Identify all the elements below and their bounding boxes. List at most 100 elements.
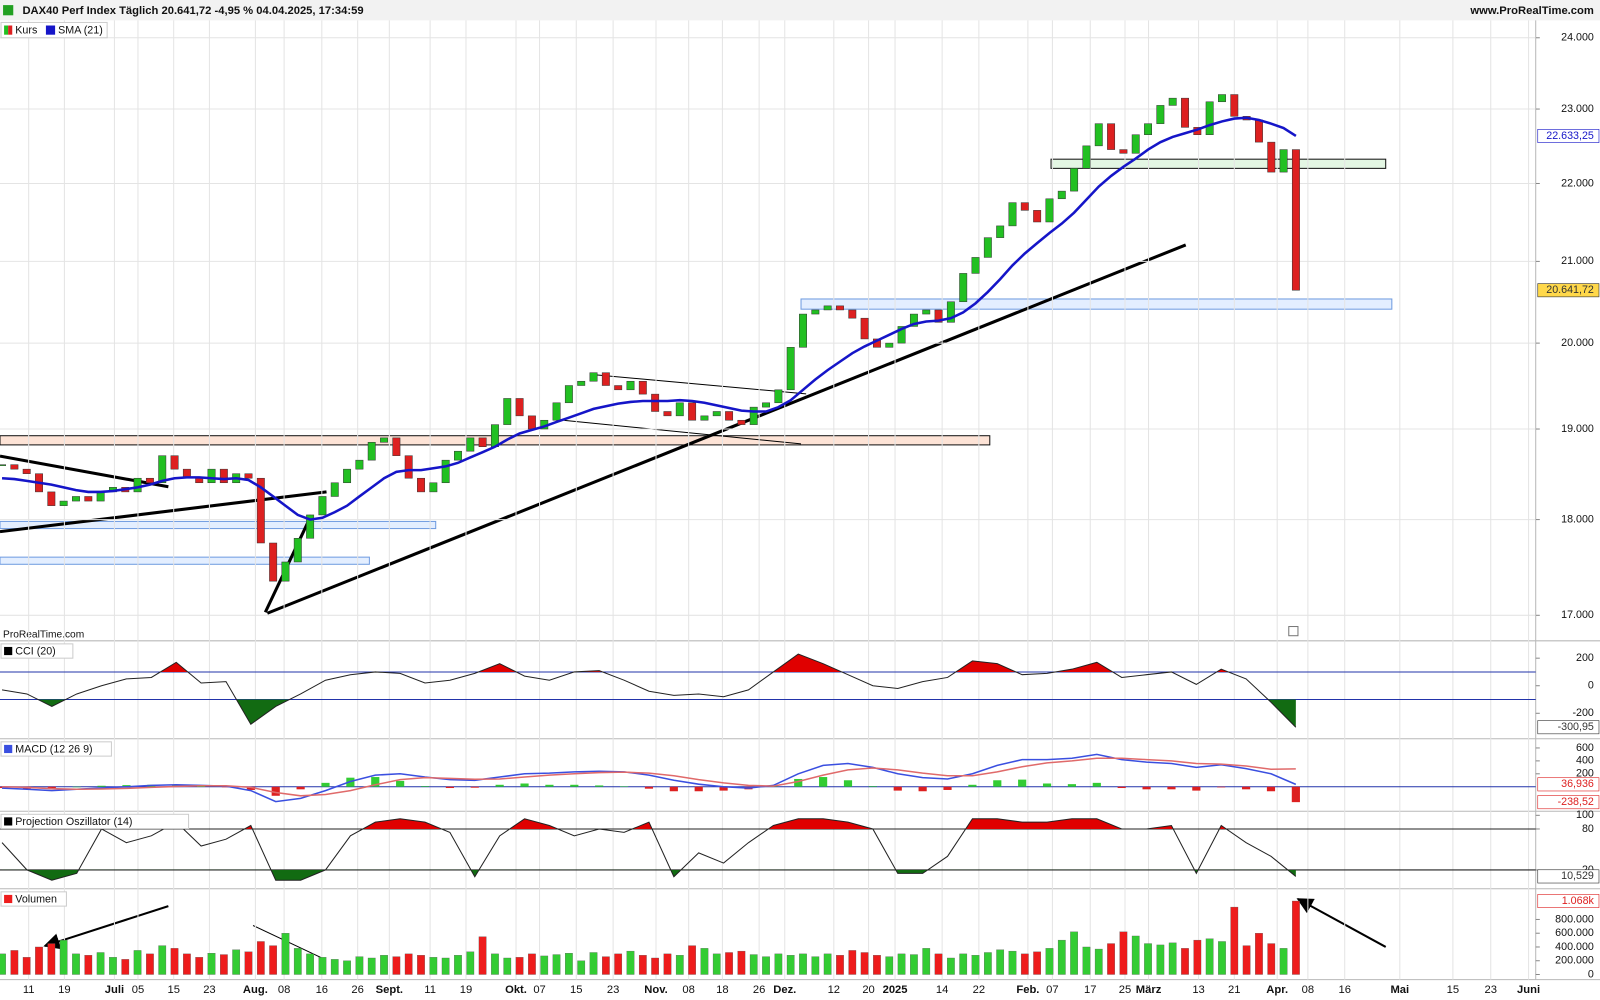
histogram-bar bbox=[271, 786, 280, 796]
candle bbox=[1033, 210, 1042, 223]
volume-arrow bbox=[1296, 898, 1387, 948]
legend-swatch bbox=[4, 894, 13, 904]
volume-bar bbox=[183, 953, 191, 975]
candle bbox=[417, 477, 425, 493]
candle bbox=[1057, 190, 1066, 200]
candle bbox=[725, 411, 734, 421]
histogram-bar bbox=[1242, 786, 1251, 790]
candle bbox=[1045, 198, 1054, 223]
volume-bar bbox=[0, 953, 6, 975]
volume-bar bbox=[922, 948, 931, 975]
y-tick-label: 100 bbox=[1576, 809, 1594, 821]
volume-bar bbox=[367, 957, 376, 975]
candle bbox=[971, 257, 980, 274]
candle bbox=[848, 309, 857, 319]
x-tick-label: 26 bbox=[753, 984, 765, 996]
histogram-bar bbox=[819, 777, 828, 787]
y-tick-label: 21.000 bbox=[1561, 255, 1594, 267]
histogram-bar bbox=[893, 786, 902, 791]
y-tick-label: -200 bbox=[1572, 707, 1593, 719]
histogram-bar bbox=[570, 784, 579, 787]
candle bbox=[577, 380, 586, 386]
x-tick-label: 22 bbox=[973, 984, 985, 996]
last-value-label: -300,95 bbox=[1558, 721, 1594, 733]
volume-bar bbox=[404, 953, 413, 975]
histogram-bar bbox=[1192, 786, 1201, 791]
volume-bar bbox=[429, 957, 438, 975]
candle bbox=[72, 496, 80, 502]
x-tick-label: Juli bbox=[105, 984, 124, 996]
volume-bar bbox=[786, 955, 795, 975]
volume-bar bbox=[1008, 950, 1017, 975]
volume-bar bbox=[947, 957, 955, 975]
candle bbox=[934, 309, 943, 323]
legend-swatch bbox=[4, 646, 13, 656]
candle bbox=[355, 459, 364, 470]
x-tick-label: 20 bbox=[862, 984, 874, 996]
y-tick-label: 18.000 bbox=[1561, 513, 1594, 525]
legend-box bbox=[0, 891, 67, 907]
x-tick-label: 07 bbox=[533, 984, 545, 996]
candle bbox=[626, 380, 635, 391]
volume-bar bbox=[1070, 931, 1078, 975]
candle bbox=[1156, 105, 1165, 124]
candle bbox=[749, 406, 758, 425]
volume-bar bbox=[823, 953, 832, 975]
candle bbox=[96, 491, 105, 502]
last-value-label: 22.633,25 bbox=[1546, 130, 1594, 142]
volume-bar bbox=[565, 953, 573, 975]
support-zone bbox=[0, 520, 437, 530]
last-value-box bbox=[1537, 869, 1600, 884]
y-tick-label: 200 bbox=[1576, 652, 1594, 664]
volume-bar bbox=[515, 957, 524, 975]
volume-bar bbox=[1168, 942, 1177, 975]
volume-bar bbox=[293, 948, 302, 975]
histogram-bar bbox=[1167, 786, 1176, 790]
x-tick-label: 2025 bbox=[883, 984, 908, 996]
volume-bar bbox=[121, 959, 130, 975]
volume-bar bbox=[1242, 945, 1251, 975]
volume-bar bbox=[1205, 938, 1214, 975]
candle bbox=[996, 225, 1005, 238]
y-tick-label: 80 bbox=[1582, 823, 1594, 835]
indicator-line bbox=[1, 653, 1297, 728]
candle bbox=[651, 393, 660, 412]
volume-bar bbox=[1057, 939, 1066, 975]
y-tick-label: 24.000 bbox=[1561, 32, 1594, 44]
histogram-bar bbox=[993, 780, 1002, 787]
volume-bar bbox=[984, 952, 992, 975]
x-tick-label: 08 bbox=[278, 984, 290, 996]
candle bbox=[601, 372, 610, 386]
candle bbox=[1230, 94, 1239, 117]
volume-bar bbox=[959, 953, 968, 975]
volume-bar bbox=[1144, 943, 1152, 975]
candle bbox=[552, 402, 561, 421]
candle bbox=[737, 419, 746, 425]
volume-bar bbox=[146, 953, 154, 975]
x-tick-label: 21 bbox=[1228, 984, 1240, 996]
histogram-bar bbox=[296, 786, 305, 790]
candle bbox=[983, 237, 992, 258]
info-icon[interactable] bbox=[1288, 626, 1299, 637]
histogram-bar bbox=[72, 786, 81, 788]
volume-bar bbox=[897, 953, 906, 975]
last-value-label: 36,936 bbox=[1561, 778, 1594, 790]
site-link[interactable]: www.ProRealTime.com bbox=[1469, 5, 1593, 17]
volume-bar bbox=[725, 952, 733, 975]
histogram-bar bbox=[197, 786, 206, 787]
support-zone bbox=[0, 556, 370, 565]
x-tick-label: 11 bbox=[23, 984, 35, 996]
histogram-bar bbox=[794, 778, 803, 787]
candle bbox=[195, 477, 204, 484]
last-value-box bbox=[1537, 894, 1600, 908]
legend-box bbox=[0, 813, 190, 830]
candle bbox=[454, 450, 462, 461]
y-tick-label: 400.000 bbox=[1555, 941, 1594, 953]
histogram-bar bbox=[420, 786, 430, 787]
threshold-area bbox=[2, 818, 1296, 829]
histogram-bar bbox=[520, 783, 529, 787]
volume-bar bbox=[491, 953, 499, 975]
y-tick-label: 0 bbox=[1588, 968, 1594, 980]
volume-bar bbox=[996, 949, 1005, 975]
